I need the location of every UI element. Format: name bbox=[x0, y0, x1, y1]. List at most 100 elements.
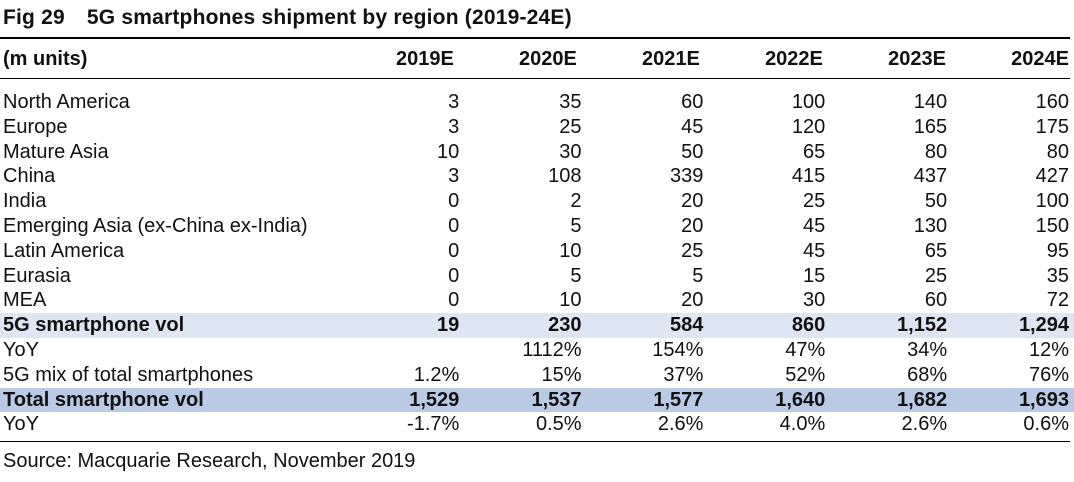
cell-value: 45 bbox=[681, 115, 704, 138]
cell-value: 65 bbox=[803, 140, 826, 163]
figure-title-text: 5G smartphones shipment by region (2019-… bbox=[86, 6, 572, 29]
cell-value: 60 bbox=[924, 289, 948, 312]
cell-value: 20 bbox=[681, 190, 704, 213]
cell-value: 1,529 bbox=[350, 387, 465, 413]
cell-value: 3 bbox=[448, 115, 460, 138]
year-header: 2021E bbox=[642, 47, 700, 70]
table-row: Mature Asia 10 30 50 65 80 80 bbox=[0, 140, 1074, 165]
cell-value: 120 bbox=[791, 115, 826, 138]
cell-value: 30 bbox=[559, 140, 582, 163]
cell-value: 0 bbox=[448, 264, 460, 287]
row-label: Mature Asia bbox=[3, 140, 109, 163]
cell-value: 1,152 bbox=[830, 313, 953, 338]
cell-value: 2.6% bbox=[901, 413, 948, 436]
cell-value: 3 bbox=[448, 165, 460, 188]
cell-value: 1.2% bbox=[413, 363, 460, 386]
cell-value: 15% bbox=[541, 363, 582, 386]
cell-value: 65 bbox=[924, 239, 948, 262]
unit-label: (m units) bbox=[3, 47, 88, 70]
cell-value: 20 bbox=[681, 214, 704, 237]
cell-value: 415 bbox=[791, 165, 826, 188]
cell-value: 10 bbox=[559, 239, 582, 262]
cell-value: 0 bbox=[448, 289, 460, 312]
cell-value: 25 bbox=[803, 190, 826, 213]
cell-value: 0.5% bbox=[535, 413, 582, 436]
table-row: YoY 1112% 154% 47% 34% 12% bbox=[0, 338, 1074, 363]
cell-value: 1,537 bbox=[464, 387, 587, 413]
cell-value: 100 bbox=[1035, 190, 1069, 213]
data-table: North America 3 35 60 100 140 160 Europe 3 25 45 12… bbox=[0, 90, 1074, 437]
cell-value: 1,640 bbox=[708, 387, 831, 413]
cell-value: 52% bbox=[785, 363, 826, 386]
cell-value: 5 bbox=[570, 214, 582, 237]
cell-value: 47% bbox=[785, 338, 826, 361]
table-row: YoY -1.7% 0.5% 2.6% 4.0% 2.6% 0.6% bbox=[0, 412, 1074, 437]
cell-value: 5 bbox=[570, 264, 582, 287]
table-row: Emerging Asia (ex-China ex-India) 0 5 20 45 1… bbox=[0, 214, 1074, 239]
cell-value: 0 bbox=[448, 239, 460, 262]
cell-value: 45 bbox=[803, 239, 826, 262]
cell-value: 175 bbox=[1035, 115, 1069, 138]
table-header: (m units) 2019E 2020E 2021E 2022E 2023E … bbox=[0, 40, 1074, 78]
year-header: 2020E bbox=[519, 47, 577, 70]
cell-value: 25 bbox=[681, 239, 704, 262]
cell-value: 50 bbox=[924, 190, 948, 213]
cell-value: 35 bbox=[559, 91, 582, 113]
cell-value: 34% bbox=[907, 338, 948, 361]
row-label: Emerging Asia (ex-China ex-India) bbox=[3, 214, 308, 237]
cell-value: 108 bbox=[548, 165, 582, 188]
cell-value: 80 bbox=[924, 140, 948, 163]
year-header: 2024E bbox=[1011, 47, 1069, 70]
cell-value: 1,577 bbox=[586, 387, 709, 413]
row-label: North America bbox=[3, 91, 130, 113]
cell-value: 60 bbox=[681, 91, 704, 113]
cell-value: 437 bbox=[913, 165, 948, 188]
row-label: 5G mix of total smartphones bbox=[3, 363, 254, 386]
row-label: Total smartphone vol bbox=[0, 387, 351, 413]
figure-number: Fig 29 bbox=[3, 6, 65, 29]
cell-value: 68% bbox=[907, 363, 948, 386]
cell-value: 1112% bbox=[522, 338, 582, 361]
cell-value: 860 bbox=[708, 313, 831, 338]
cell-value: 230 bbox=[464, 313, 587, 338]
cell-value: 0 bbox=[448, 190, 460, 213]
table-row: Eurasia 0 5 5 15 25 35 bbox=[0, 264, 1074, 289]
cell-value: 154% bbox=[652, 338, 704, 361]
cell-value: 0 bbox=[448, 214, 460, 237]
year-header: 2022E bbox=[765, 47, 823, 70]
source-note: Source: Macquarie Research, November 201… bbox=[3, 450, 416, 472]
cell-value: 100 bbox=[791, 91, 826, 113]
cell-value: 37% bbox=[663, 363, 704, 386]
year-header: 2019E bbox=[396, 47, 454, 70]
cell-value: 10 bbox=[437, 140, 460, 163]
cell-value: 130 bbox=[913, 214, 948, 237]
figure-title: Fig 29 5G smartphones shipment by region … bbox=[3, 6, 572, 30]
row-label: 5G smartphone vol bbox=[0, 313, 351, 338]
cell-value: 35 bbox=[1046, 264, 1069, 287]
cell-value: 25 bbox=[924, 264, 948, 287]
table-row: 5G mix of total smartphones 1.2% 15% 37% 52%… bbox=[0, 363, 1074, 388]
cell-value: 20 bbox=[681, 289, 704, 312]
cell-value: 339 bbox=[670, 165, 704, 188]
cell-value: 45 bbox=[803, 214, 826, 237]
cell-value: 4.0% bbox=[779, 413, 826, 436]
row-label: China bbox=[3, 165, 56, 188]
cell-value: -1.7% bbox=[407, 413, 460, 436]
row-label: India bbox=[3, 190, 47, 213]
cell-value: 2.6% bbox=[657, 413, 704, 436]
table-body: North America 3 35 60 100 140 160 Europe 3 25 45 12… bbox=[0, 90, 1074, 437]
table-row: Latin America 0 10 25 45 65 95 bbox=[0, 239, 1074, 264]
cell-value: 72 bbox=[1046, 289, 1069, 312]
cell-value: 140 bbox=[913, 91, 948, 113]
header-rule bbox=[0, 78, 1070, 79]
cell-value: 50 bbox=[681, 140, 704, 163]
cell-value: 165 bbox=[913, 115, 948, 138]
row-label: MEA bbox=[3, 289, 47, 312]
cell-value: 150 bbox=[1035, 214, 1069, 237]
cell-value: 160 bbox=[1035, 91, 1069, 113]
cell-value: 1,682 bbox=[830, 387, 953, 413]
table-row: China 3 108 339 415 437 427 bbox=[0, 164, 1074, 189]
top-rule bbox=[0, 37, 1070, 39]
header-row: (m units) 2019E 2020E 2021E 2022E 2023E … bbox=[0, 40, 1074, 78]
